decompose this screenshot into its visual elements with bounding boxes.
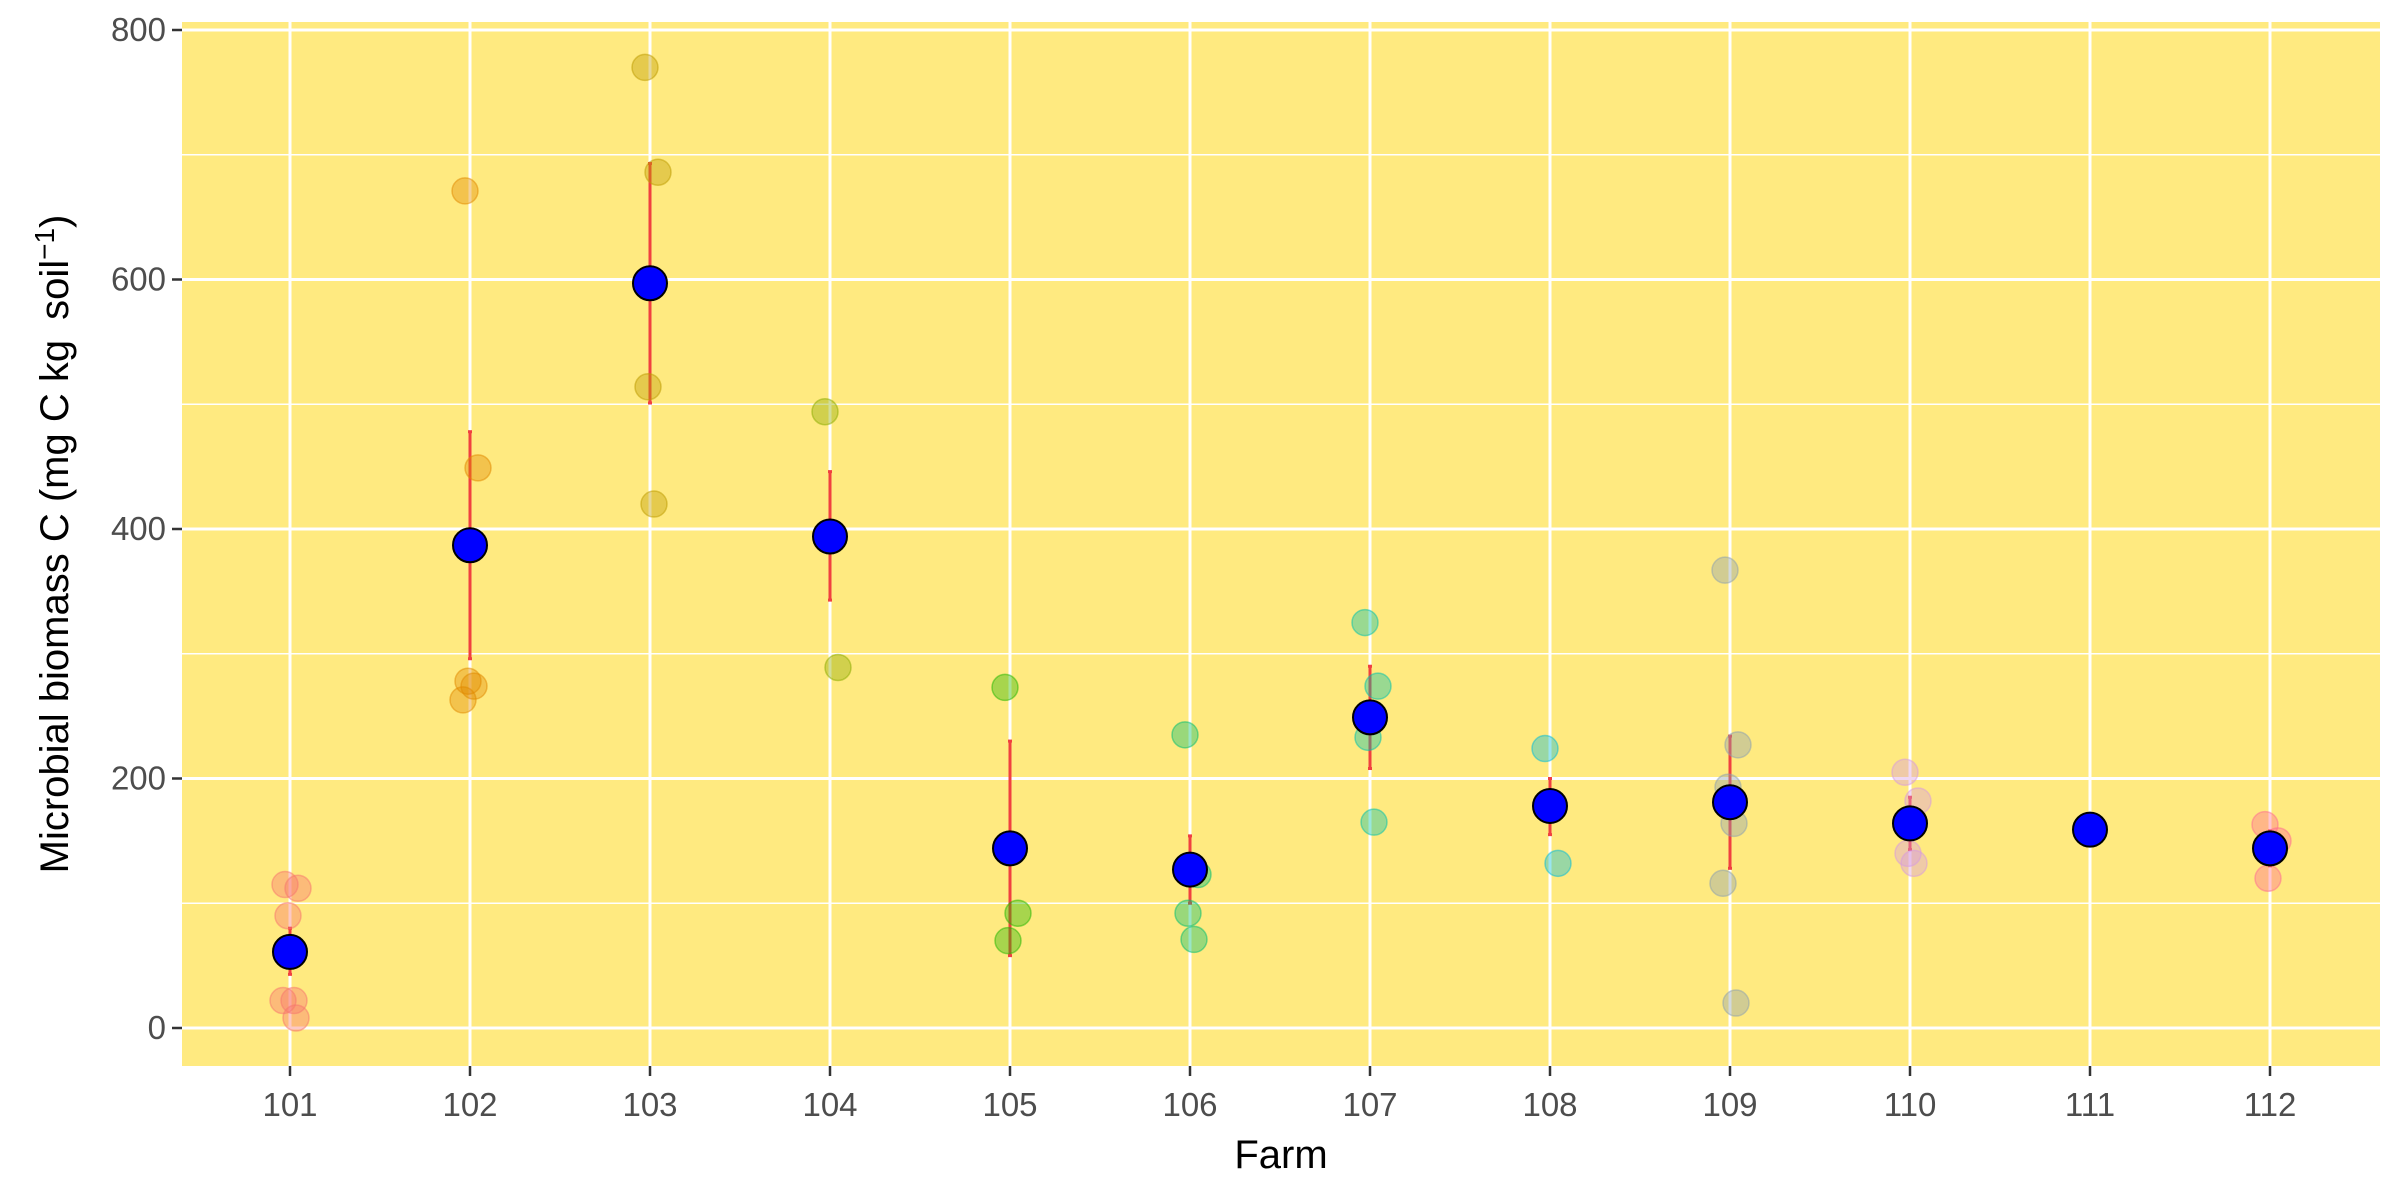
observation-point [644,158,672,186]
x-tick-label: 110 [1884,1086,1937,1123]
x-axis: 101 102 103 104 105 106 107 108 109 110 111 112 [262,1066,2296,1123]
observation-point [1351,608,1379,637]
observation-point [1174,899,1202,927]
y-axis: 0 200 400 600 800 [111,11,182,1046]
observation-point [1900,849,1928,878]
x-tick-label: 106 [1162,1086,1217,1123]
y-axis-title: Microbial biomass C (mg C kg soil−1) [29,215,77,874]
x-tick-label: 111 [2065,1086,2115,1123]
observation-point [1544,849,1572,878]
y-axis-title-main: Microbial biomass C (mg C kg [33,340,77,873]
mean-point [2252,830,2288,867]
observation-point [1360,808,1388,836]
x-tick-label: 109 [1702,1086,1757,1123]
observation-point [1180,925,1208,954]
observation-point [274,901,302,930]
observation-point [2254,864,2282,893]
observation-point [1722,989,1750,1017]
observation-points [269,53,2292,1032]
observation-point [811,397,839,426]
observation-point [631,53,659,82]
x-tick-label: 108 [1522,1086,1577,1123]
observation-point [1711,556,1739,584]
observation-point [824,653,852,682]
mean-points [272,265,2288,970]
plot-panel [182,22,2380,1066]
observation-point [280,986,308,1015]
y-axis-title-superscript: −1 [29,228,60,260]
mean-point [992,830,1028,867]
x-tick-label: 104 [802,1086,857,1123]
x-tick-label: 112 [2244,1086,2297,1123]
x-tick-label: 105 [982,1086,1037,1123]
observation-point [1171,721,1199,749]
mean-point [452,527,488,564]
x-axis-title: Farm [1234,1133,1327,1177]
x-tick-label: 102 [442,1086,497,1123]
y-tick-label: 200 [111,760,166,797]
mean-point [1892,805,1928,842]
y-tick-label: 0 [148,1009,166,1046]
observation-point [282,1004,310,1032]
observation-point [451,177,479,205]
y-tick-label: 600 [111,261,166,298]
observation-point [640,490,668,518]
observation-point [1709,869,1737,898]
mean-point [1352,699,1388,736]
observation-point [464,454,492,482]
observation-point [1364,672,1392,700]
y-axis-title-close: ) [33,215,77,228]
observation-point [634,373,662,401]
observation-point [460,672,488,700]
x-tick-label: 107 [1342,1086,1397,1123]
mean-point [1172,851,1208,888]
x-tick-label: 101 [262,1086,317,1123]
y-tick-label: 400 [111,510,166,547]
mean-point [272,933,308,970]
observation-point [991,673,1019,702]
mean-point [1532,787,1568,824]
y-axis-title-unit: soil [33,260,77,320]
observation-point [1004,899,1032,927]
observation-point [1531,734,1559,763]
observation-point [449,686,477,714]
observation-point [284,874,312,903]
mean-point [812,518,848,555]
observation-point [994,926,1022,955]
observation-point [1724,731,1752,759]
mean-point [1712,784,1748,821]
y-tick-label: 800 [111,11,166,48]
mean-point [632,265,668,302]
x-tick-label: 103 [622,1086,677,1123]
observation-point [1891,758,1919,787]
mean-point [2072,811,2108,848]
